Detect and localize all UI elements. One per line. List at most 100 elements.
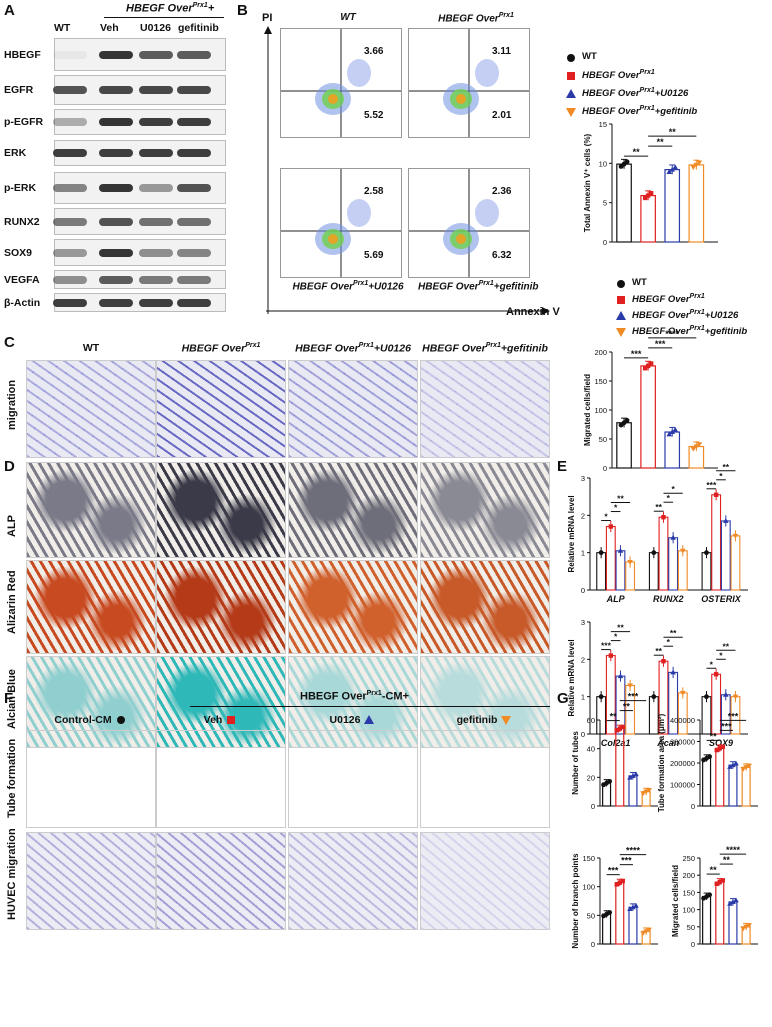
y-tick-label: 100000 — [670, 781, 695, 790]
data-point — [732, 694, 739, 700]
significance-label: ** — [657, 137, 665, 147]
significance-label: *** — [628, 692, 639, 702]
data-point — [669, 166, 676, 172]
y-tick-label: 300000 — [670, 738, 695, 747]
blot-row — [53, 270, 226, 289]
data-point — [614, 728, 619, 733]
data-point — [670, 669, 676, 675]
facs-x-label: Annexin V — [506, 306, 560, 318]
blot-row-label: EGFR — [4, 84, 34, 96]
y-tick-label: 100 — [594, 406, 607, 415]
y-axis-label: Relative mRNA level — [567, 495, 576, 572]
legend-item: HBEGF OverPrx1+gefitinib — [582, 105, 698, 118]
data-point — [620, 724, 625, 730]
data-point — [642, 366, 648, 371]
migration-col-header: HBEGF OverPrx1 — [181, 342, 261, 355]
data-point — [707, 754, 712, 759]
significance-label: * — [667, 493, 671, 503]
y-tick-label: 1 — [581, 693, 585, 702]
data-point — [651, 694, 657, 700]
significance-label: *** — [621, 856, 632, 866]
data-point — [690, 165, 697, 171]
category-label: Acan — [656, 738, 680, 748]
y-tick-label: 5 — [603, 199, 607, 208]
significance-label: * — [710, 659, 714, 669]
data-point — [740, 926, 746, 932]
blot-band — [99, 184, 133, 192]
y-tick-label: 15 — [599, 120, 607, 129]
blot-row-label: HBEGF — [4, 48, 41, 61]
data-point — [627, 683, 633, 689]
bar — [711, 494, 722, 591]
bar — [640, 194, 656, 243]
tube-formation-image — [288, 730, 418, 828]
blot-band — [53, 298, 87, 307]
data-point — [690, 446, 697, 452]
significance-label: ** — [670, 628, 677, 638]
significance-label: ** — [722, 462, 729, 472]
y-tick-label: 50 — [599, 435, 607, 444]
bar — [730, 535, 741, 591]
significance-label: ** — [617, 623, 624, 633]
facs-plot — [408, 28, 530, 138]
y-tick-label: 1 — [581, 549, 585, 558]
data-point — [707, 892, 712, 898]
bar — [664, 169, 681, 243]
staining-image — [288, 462, 418, 558]
data-point — [746, 923, 752, 928]
blot-col-wt: WT — [54, 22, 71, 34]
facs-scatter — [281, 29, 401, 137]
significance-label: ** — [610, 712, 618, 722]
blot-row — [53, 239, 226, 266]
blot-band — [53, 50, 87, 59]
data-point — [666, 169, 673, 174]
panel-f-col-marker — [501, 716, 512, 726]
blot-row — [53, 293, 226, 312]
legend-item: HBEGF OverPrx1+U0126 — [582, 87, 689, 100]
bar — [628, 906, 638, 945]
significance-label: ** — [710, 865, 718, 875]
data-point — [620, 878, 625, 884]
bar — [715, 881, 725, 945]
significance-label: *** — [721, 721, 732, 731]
migration-image — [156, 360, 286, 458]
migration-image — [420, 360, 550, 458]
significance-label: * — [719, 650, 723, 660]
significance-label: ** — [669, 127, 677, 137]
bar — [658, 516, 669, 591]
facs-upper-value: 2.58 — [364, 186, 384, 197]
data-point — [643, 789, 649, 795]
data-point — [630, 904, 636, 910]
migration-col-header: HBEGF OverPrx1+U0126 — [295, 342, 411, 355]
staining-image — [26, 656, 156, 748]
panel-label-b: B — [237, 2, 248, 19]
significance-label: ** — [722, 641, 729, 651]
legend-marker-square — [567, 72, 575, 80]
y-tick-label: 60 — [587, 716, 595, 725]
blot-band — [99, 149, 133, 157]
bar — [677, 692, 688, 735]
blot-band — [99, 118, 133, 126]
blot-band — [99, 298, 133, 307]
category-label: ALP — [606, 594, 626, 604]
panel-label-d: D — [4, 458, 15, 475]
legend-item: WT — [582, 51, 597, 62]
data-point — [679, 690, 686, 696]
data-point — [720, 744, 725, 749]
blot-row — [53, 172, 226, 204]
y-tick-label: 10 — [599, 159, 607, 168]
y-axis-label: Migrated cells/field — [583, 374, 592, 446]
significance-label: * — [614, 632, 618, 642]
data-point — [608, 524, 614, 529]
data-point — [617, 673, 624, 679]
facs-lower-value: 5.69 — [364, 250, 384, 261]
significance-label: * — [604, 512, 608, 522]
data-point — [661, 659, 666, 664]
blot-band — [99, 86, 133, 94]
blot-row-label: RUNX2 — [4, 215, 40, 228]
y-tick-label: 150 — [582, 854, 595, 863]
data-point — [713, 492, 719, 497]
data-point — [607, 778, 612, 784]
panel-f-col-header: gefitinib — [420, 714, 548, 726]
facs-plot — [408, 168, 530, 278]
